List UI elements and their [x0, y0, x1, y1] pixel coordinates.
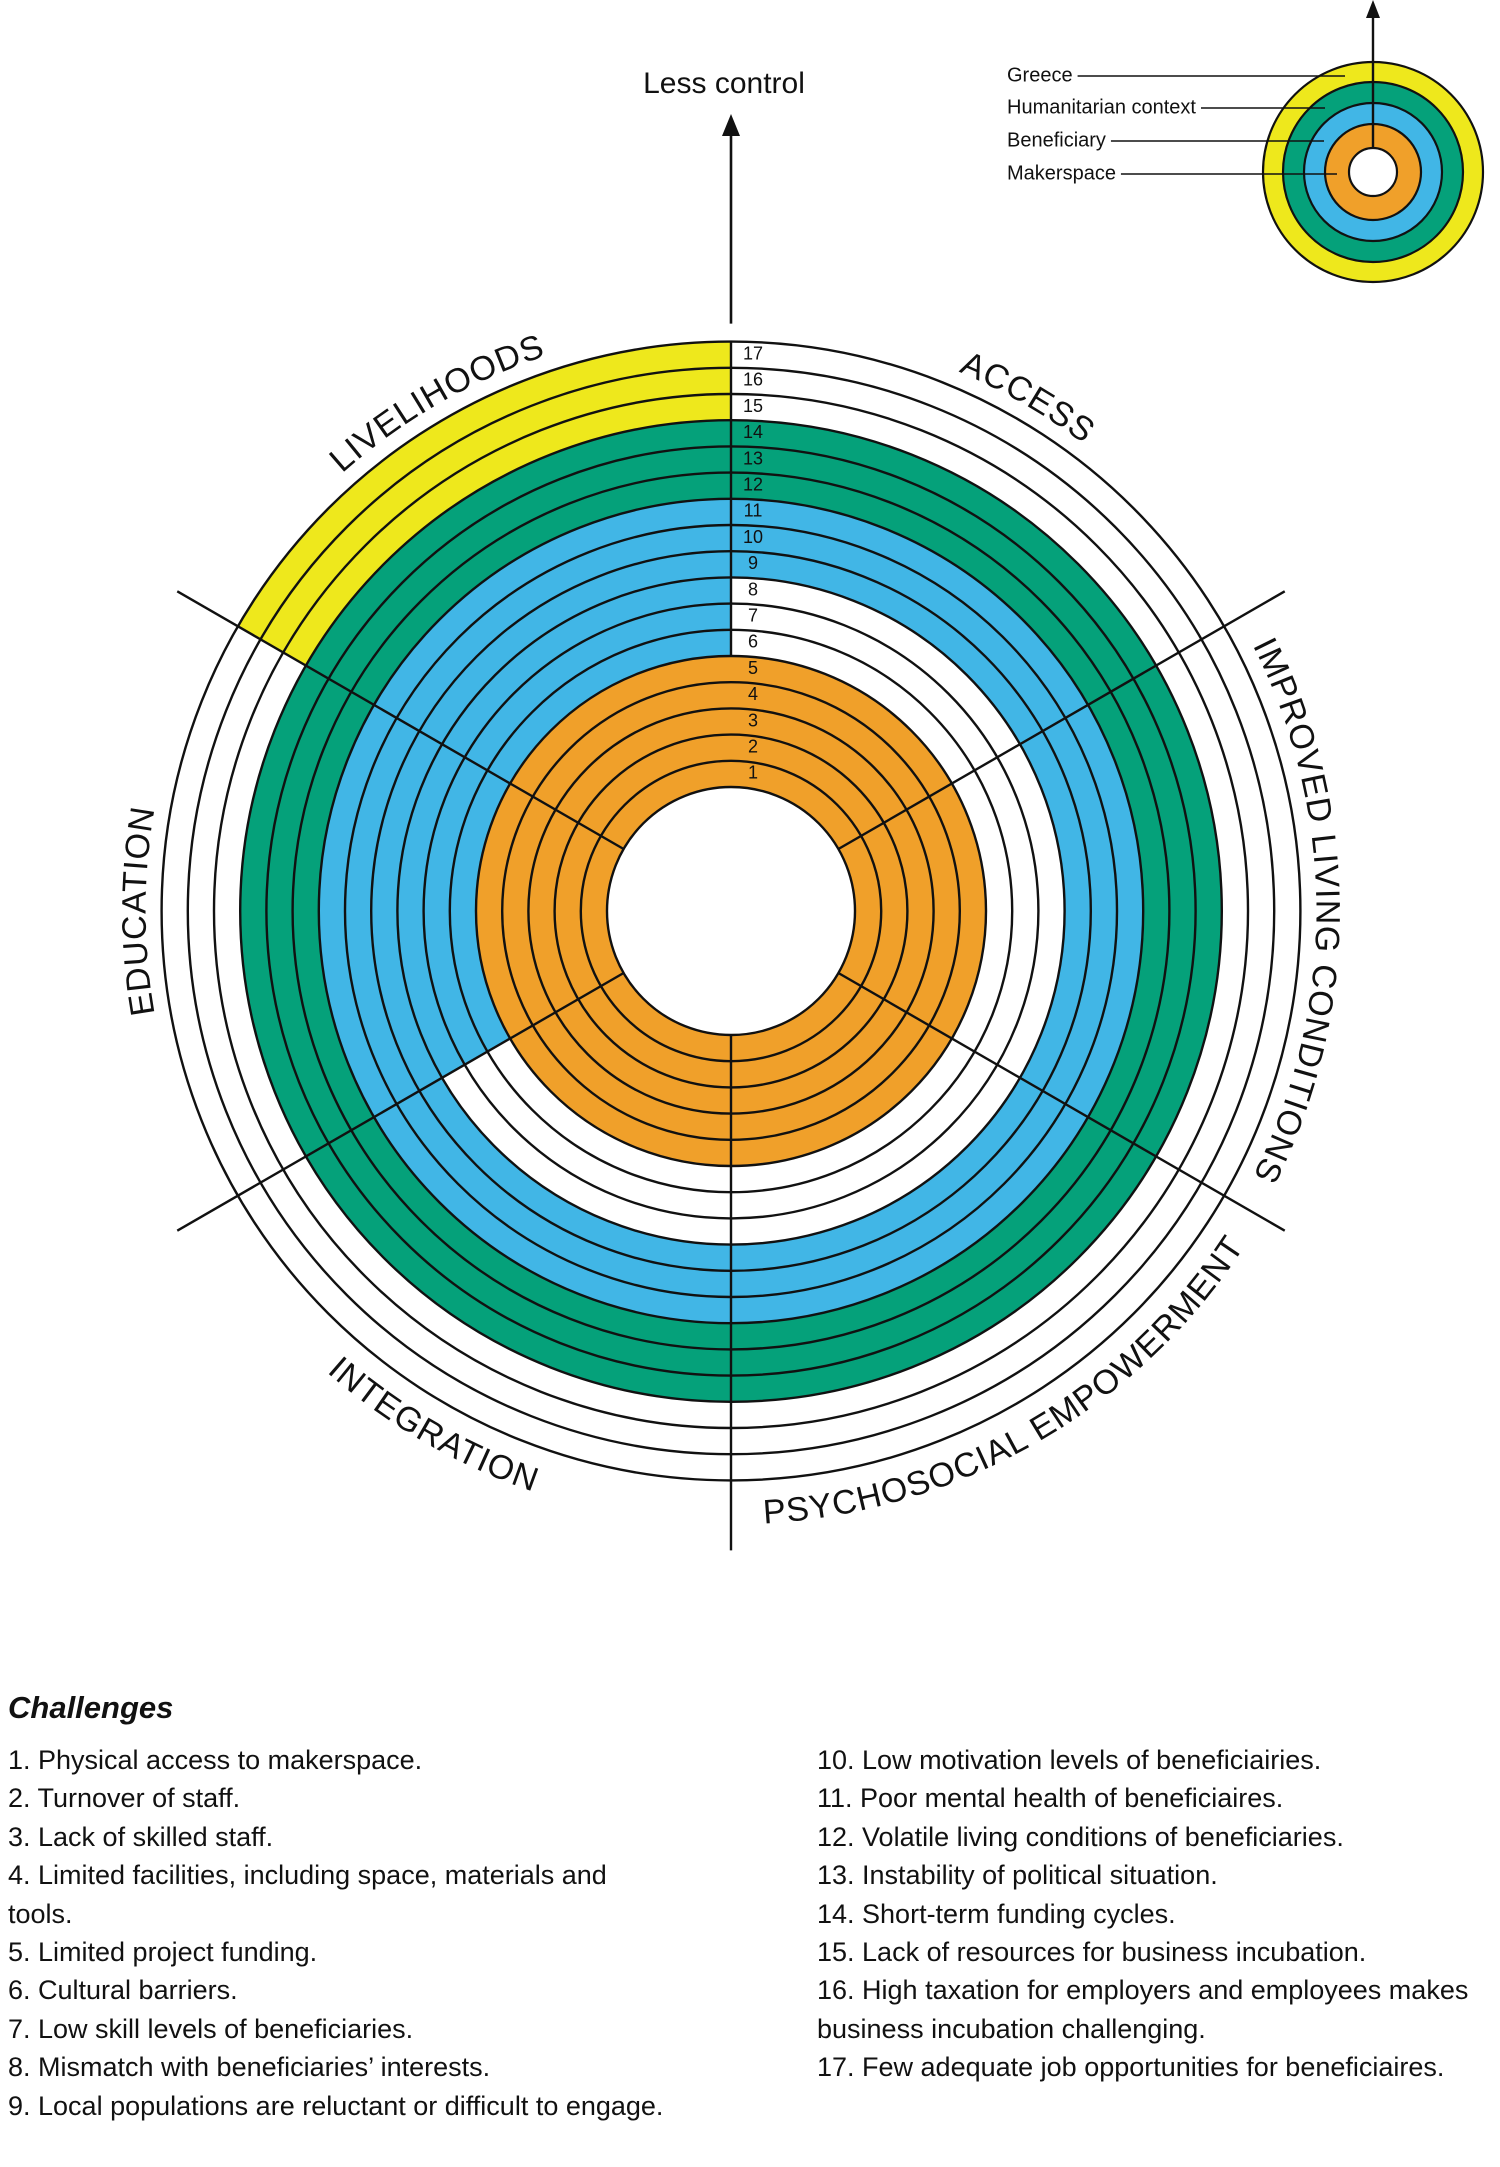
- legend-label: Humanitarian context: [1007, 96, 1196, 118]
- legend-ring: [1347, 146, 1399, 198]
- arrowhead: [722, 114, 740, 136]
- challenge-item: 16. High taxation for employers and empl…: [817, 1975, 1469, 2044]
- ring-number: 11: [744, 501, 763, 521]
- challenge-item: 9. Local populations are reluctant or di…: [8, 2090, 664, 2121]
- challenge-item: 5. Limited project funding.: [8, 1937, 318, 1968]
- arrow-label: Less control: [643, 67, 805, 100]
- legend-label: Greece: [1007, 64, 1073, 86]
- ring-number: 8: [748, 579, 758, 599]
- challenges-column: 10. Low motivation levels of beneficiair…: [817, 1741, 1489, 2087]
- challenge-item: 17. Few adequate job opportunities for b…: [817, 2052, 1445, 2083]
- challenge-item: 12. Volatile living conditions of benefi…: [817, 1821, 1344, 1852]
- challenge-item: 4. Limited facilities, including space, …: [8, 1860, 607, 1929]
- ring-number: 6: [748, 632, 758, 652]
- challenge-item: 6. Cultural barriers.: [8, 1975, 238, 2006]
- ring-number: 9: [748, 553, 758, 573]
- legend-label: Makerspace: [1007, 162, 1116, 184]
- ring-number: 16: [743, 370, 763, 390]
- ring-number: 4: [748, 684, 758, 704]
- ring-number: 14: [743, 422, 763, 442]
- ring-number: 15: [743, 396, 763, 416]
- ring-number: 3: [748, 710, 758, 730]
- sector-divider: [176, 590, 625, 851]
- legend-arrowhead: [1366, 0, 1380, 18]
- sector-divider: [176, 971, 625, 1232]
- challenge-item: 7. Low skill levels of beneficiaries.: [8, 2013, 414, 2044]
- ring-number: 17: [743, 343, 763, 363]
- ring-number: 7: [748, 605, 758, 625]
- ring-number: 13: [743, 448, 763, 468]
- sector-divider: [837, 590, 1286, 851]
- challenges-title: Challenges: [8, 1690, 174, 1725]
- ring-number: 10: [743, 527, 763, 547]
- challenge-item: 14. Short-term funding cycles.: [817, 1898, 1176, 1929]
- challenge-item: 10. Low motivation levels of beneficiair…: [817, 1745, 1322, 1775]
- challenge-item: 3. Lack of skilled staff.: [8, 1821, 274, 1852]
- ring-number: 1: [748, 763, 758, 783]
- challenge-item: 2. Turnover of staff.: [8, 1783, 241, 1814]
- challenge-item: 11. Poor mental health of beneficiaires.: [817, 1783, 1284, 1814]
- sector-label: EDUCATION: [115, 803, 162, 1018]
- sector-divider: [837, 971, 1286, 1232]
- challenge-item: 13. Instability of political situation.: [817, 1860, 1218, 1891]
- challenges-column: 1. Physical access to makerspace. 2. Turn…: [8, 1741, 668, 2125]
- ring-outline: [605, 785, 857, 1037]
- challenge-item: 8. Mismatch with beneficiaries’ interest…: [8, 2052, 491, 2083]
- sector-label-text: EDUCATION: [115, 803, 161, 1018]
- ring-number: 2: [748, 736, 758, 756]
- legend-label: Beneficiary: [1007, 129, 1106, 151]
- ring-number: 12: [743, 474, 763, 494]
- ring-number: 5: [748, 658, 758, 678]
- challenge-item: 1. Physical access to makerspace.: [8, 1745, 423, 1775]
- challenge-item: 15. Lack of resources for business incub…: [817, 1937, 1367, 1968]
